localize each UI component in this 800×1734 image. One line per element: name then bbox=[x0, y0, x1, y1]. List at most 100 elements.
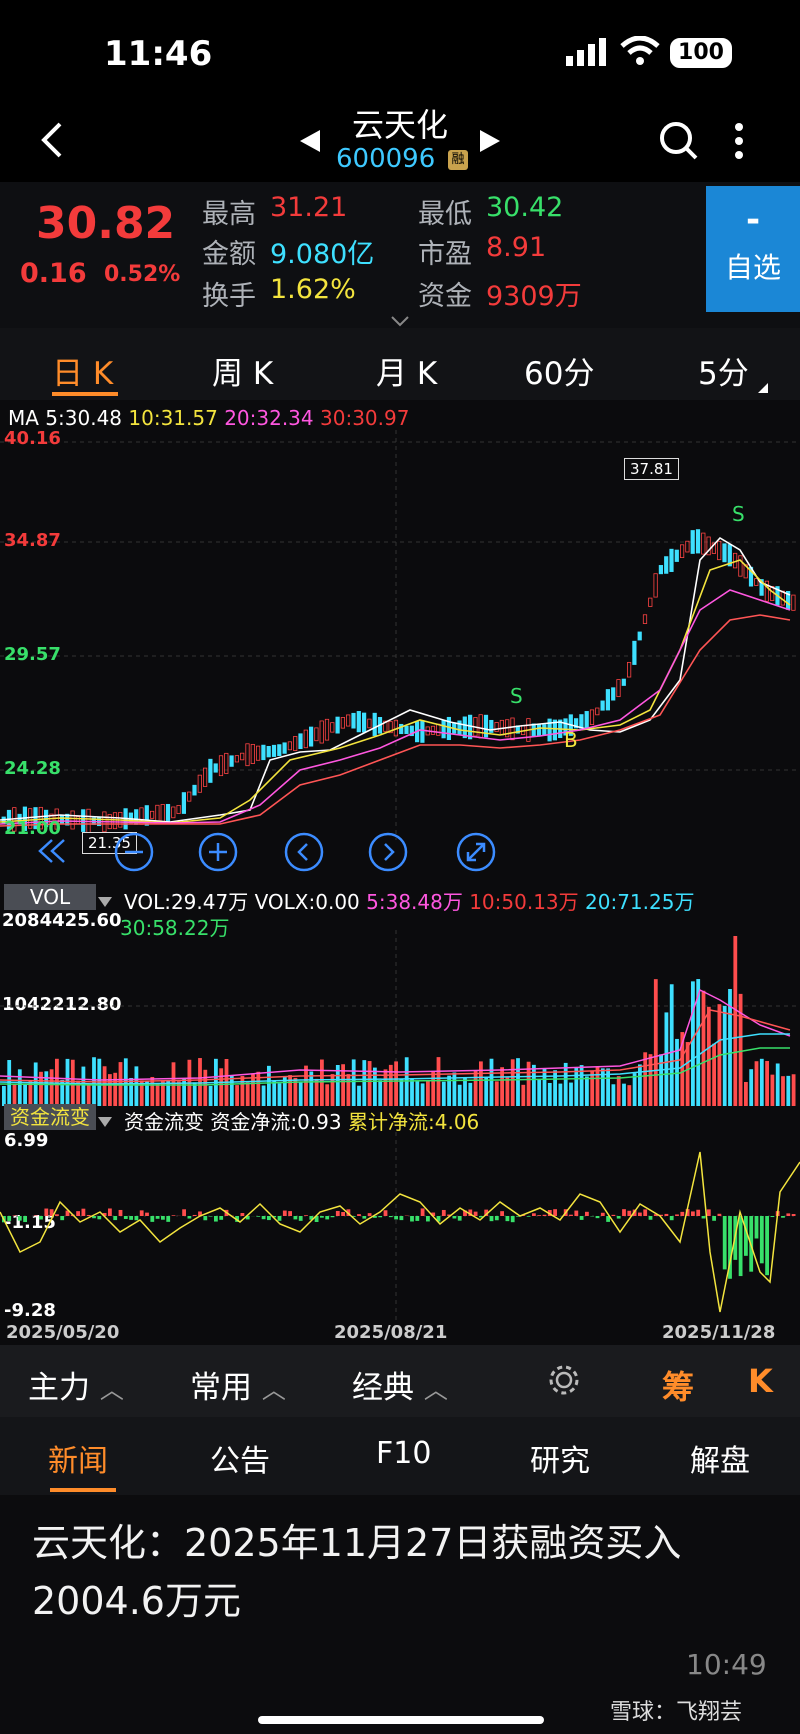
candle bbox=[399, 723, 404, 735]
volume-bar bbox=[457, 1084, 462, 1106]
volume-bar bbox=[373, 1067, 377, 1106]
tab-60min[interactable]: 60分 bbox=[524, 356, 595, 392]
candle bbox=[754, 578, 759, 586]
vol-dropdown-icon[interactable] bbox=[98, 892, 112, 907]
high-value: 31.21 bbox=[270, 192, 348, 223]
fund-flow-bar bbox=[388, 1216, 393, 1218]
more-vertical-icon[interactable] bbox=[732, 122, 746, 162]
fund-flow-bar bbox=[680, 1211, 685, 1216]
scroll-left-icon[interactable] bbox=[284, 832, 324, 872]
signal-icon bbox=[566, 38, 610, 66]
expand-quote-icon[interactable] bbox=[390, 312, 410, 327]
fund-indicator-button[interactable]: 资金流变 bbox=[4, 1104, 96, 1130]
candle bbox=[595, 707, 600, 716]
fund-flow-bar bbox=[653, 1214, 658, 1216]
fullscreen-icon[interactable] bbox=[456, 832, 496, 872]
candle bbox=[717, 540, 722, 561]
tab-analysis[interactable]: 解盘 bbox=[690, 1444, 750, 1479]
volume-bar bbox=[309, 1071, 314, 1106]
candle bbox=[627, 662, 632, 678]
news-headline[interactable]: 云天化：2025年11月27日获融资买入2004.6万元 bbox=[32, 1521, 682, 1623]
prev-stock-icon[interactable] bbox=[298, 128, 322, 154]
dropdown-corner-icon bbox=[758, 378, 768, 393]
candle bbox=[695, 529, 701, 554]
turnover-value: 1.62% bbox=[270, 274, 356, 305]
fund-flow-bar bbox=[341, 1212, 345, 1216]
volume-bar bbox=[298, 1081, 303, 1106]
volume-bar bbox=[86, 1084, 91, 1106]
watchlist-button[interactable]: - 自选 bbox=[706, 186, 800, 312]
volume-bar bbox=[585, 1076, 589, 1106]
search-icon[interactable] bbox=[658, 120, 700, 162]
fund-flow-bar bbox=[81, 1208, 86, 1216]
fund-flow-bar bbox=[394, 1216, 398, 1220]
tab-f10[interactable]: F10 bbox=[376, 1436, 432, 1471]
tab-news[interactable]: 新闻 bbox=[48, 1444, 108, 1479]
fund-dropdown-icon[interactable] bbox=[98, 1112, 112, 1127]
tab-day-k[interactable]: 日 K bbox=[52, 356, 114, 392]
fund-flow-bar bbox=[585, 1211, 589, 1216]
fund-flow-bar bbox=[505, 1216, 510, 1222]
toolbar-classic-button[interactable]: 经典 ︿ bbox=[352, 1362, 448, 1407]
candle bbox=[579, 714, 584, 729]
candle bbox=[680, 544, 685, 558]
tab-month-k[interactable]: 月 K bbox=[376, 356, 438, 392]
date-end: 2025/11/28 bbox=[662, 1322, 776, 1343]
tab-research[interactable]: 研究 bbox=[530, 1444, 590, 1479]
toolbar-main-button[interactable]: 主力 ︿ bbox=[28, 1362, 124, 1407]
volume-bar bbox=[701, 990, 706, 1106]
zoom-out-icon[interactable] bbox=[114, 832, 154, 872]
candle bbox=[462, 716, 467, 739]
back-button[interactable] bbox=[36, 120, 66, 160]
vol-indicator-button[interactable]: VOL bbox=[4, 884, 96, 910]
candle bbox=[409, 725, 414, 737]
volume-bar bbox=[553, 1070, 557, 1106]
candle bbox=[764, 580, 770, 602]
k-toggle-button[interactable]: K bbox=[748, 1362, 773, 1400]
next-stock-icon[interactable] bbox=[478, 128, 502, 154]
candle bbox=[277, 744, 282, 757]
candle bbox=[584, 711, 589, 729]
tab-week-k[interactable]: 周 K bbox=[212, 356, 274, 392]
volume-bar bbox=[733, 936, 738, 1106]
candle bbox=[420, 720, 425, 743]
candle bbox=[430, 725, 436, 735]
fund-flow-bar bbox=[717, 1213, 722, 1216]
toolbar-main-label: 主力 bbox=[28, 1370, 90, 1406]
toolbar-common-button[interactable]: 常用 ︿ bbox=[190, 1362, 286, 1407]
fund-flow-bar bbox=[600, 1212, 605, 1216]
volume-bar bbox=[304, 1065, 308, 1106]
fund-flow-bar bbox=[214, 1216, 218, 1222]
volume-bar bbox=[219, 1068, 224, 1106]
volume-bar bbox=[44, 1071, 49, 1106]
candle bbox=[240, 752, 245, 761]
toolbar-common-label: 常用 bbox=[190, 1370, 252, 1406]
fund-flow-bar bbox=[457, 1216, 462, 1221]
chip-distribution-button[interactable]: 筹 bbox=[662, 1368, 695, 1406]
scroll-right-icon[interactable] bbox=[368, 832, 408, 872]
volume-bar bbox=[770, 1074, 775, 1106]
fund-flow-bar bbox=[622, 1209, 626, 1216]
signal-b-1: B bbox=[564, 728, 578, 752]
candle bbox=[202, 767, 208, 787]
fund-flow-bar bbox=[351, 1216, 356, 1217]
fund-flow-bar bbox=[659, 1214, 663, 1216]
volume-bar bbox=[28, 1080, 33, 1106]
tab-5min[interactable]: 5分 bbox=[698, 356, 749, 392]
candle bbox=[552, 719, 558, 741]
fund-legend: 资金流变 资金净流:0.93 累计净流:4.06 bbox=[124, 1106, 479, 1135]
fund-flow-bar bbox=[685, 1209, 690, 1216]
gear-icon[interactable] bbox=[546, 1362, 582, 1398]
candle bbox=[436, 723, 441, 736]
max-price-label: 37.81 bbox=[624, 458, 679, 480]
zoom-in-icon[interactable] bbox=[198, 832, 238, 872]
fund-flow-bar bbox=[335, 1210, 340, 1216]
rewind-icon[interactable] bbox=[34, 836, 68, 866]
fund-flow-bar bbox=[367, 1213, 372, 1216]
tab-announcement[interactable]: 公告 bbox=[210, 1444, 270, 1479]
candle bbox=[171, 806, 176, 819]
fund-flow-bar bbox=[129, 1216, 133, 1220]
candle bbox=[690, 530, 695, 554]
fund-flow-bar bbox=[706, 1209, 711, 1216]
fund-flow-bar bbox=[102, 1212, 107, 1216]
